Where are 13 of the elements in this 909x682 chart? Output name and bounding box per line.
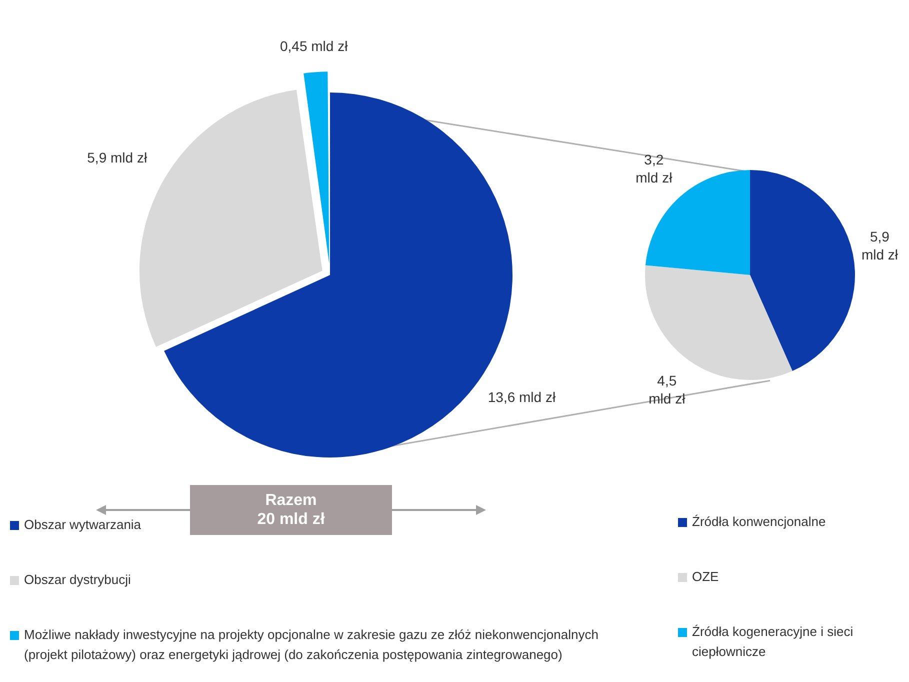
data-label: 0,45 mld zł <box>280 38 349 54</box>
legend-label: Obszar dystrybucji <box>24 571 131 589</box>
legend-label: Źródła konwencjonalne <box>692 513 826 531</box>
legend-label: Możliwe nakłady inwestycyjne na projekty opcjonalne w zakresie gazu ze złóż niekonwencjonalnych (projekt pilotażowy) oraz energetyki jądrowej (do zakończenia postępowania zintegrowanego) <box>24 626 600 664</box>
legend-label: OZE <box>692 568 719 586</box>
data-label: 3,2 mld zł <box>636 151 674 186</box>
legend-label: Obszar wytwarzania <box>24 516 142 534</box>
legend-label: Źródła kogeneracyjne i sieci ciepłownicze <box>692 623 854 661</box>
text: Razem 20 mld zł <box>190 485 392 535</box>
data-label: 5,9 mld zł <box>87 150 148 166</box>
data-label: 4,5 mld zł <box>648 372 686 406</box>
data-label: 5,9 mld zł <box>861 228 899 262</box>
data-label: 13,6 mld zł <box>488 388 556 405</box>
